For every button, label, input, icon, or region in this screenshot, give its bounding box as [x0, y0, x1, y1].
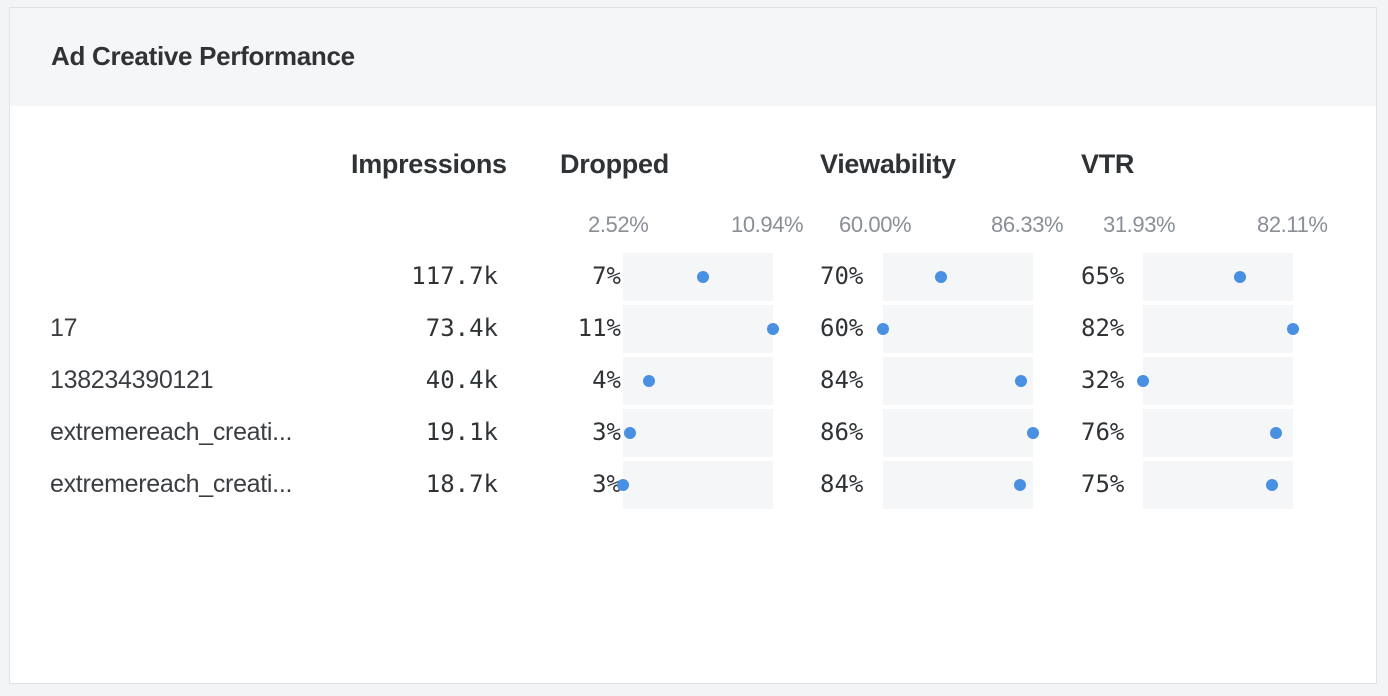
viewability-value: 84% — [820, 366, 864, 394]
viewability-dot[interactable] — [935, 271, 948, 283]
viewability-range-track — [883, 253, 1033, 301]
vtr-value: 75% — [1081, 470, 1125, 498]
column-header-impressions[interactable]: Impressions — [351, 149, 507, 179]
vtr-dot[interactable] — [1266, 479, 1279, 491]
dropped-dot[interactable] — [696, 271, 709, 283]
viewability-value: 84% — [820, 470, 864, 498]
vtr-value: 65% — [1081, 262, 1125, 290]
dropped-range-track — [623, 357, 773, 405]
viewability-range-track — [877, 305, 1033, 353]
row-label[interactable]: 17 — [50, 314, 78, 342]
column-header-dropped[interactable]: Dropped — [560, 149, 669, 179]
vtr-dot[interactable] — [1287, 323, 1299, 335]
vtr-range-track — [1143, 461, 1293, 509]
vtr-range-min: 31.93% — [1103, 212, 1176, 237]
viewability-range-track — [883, 461, 1033, 509]
dropped-value: 11% — [577, 314, 621, 342]
dropped-dot[interactable] — [617, 479, 629, 491]
dropped-value: 3% — [592, 418, 621, 446]
vtr-range-track — [1137, 357, 1293, 405]
viewability-value: 86% — [820, 418, 864, 446]
vtr-dot[interactable] — [1137, 375, 1149, 387]
panel-title: Ad Creative Performance — [51, 41, 355, 71]
vtr-range-max: 82.11% — [1257, 212, 1328, 237]
row-label[interactable]: 138234390121 — [50, 366, 214, 394]
dropped-range-track — [623, 409, 773, 457]
viewability-range-max: 86.33% — [991, 212, 1064, 237]
row-label[interactable]: extremereach_creati... — [50, 418, 293, 446]
viewability-dot[interactable] — [1027, 427, 1039, 439]
vtr-range-track — [1143, 409, 1293, 457]
dropped-range-max: 10.94% — [731, 212, 804, 237]
vtr-range-track — [1143, 253, 1293, 301]
row-label[interactable]: extremereach_creati... — [50, 470, 293, 498]
dropped-value: 7% — [592, 262, 621, 290]
vtr-value: 32% — [1081, 366, 1125, 394]
column-header-viewability[interactable]: Viewability — [820, 149, 956, 179]
dropped-range-track — [623, 305, 779, 353]
ad-creative-performance-panel: Ad Creative Performance Impressions Drop… — [9, 7, 1377, 684]
viewability-dot[interactable] — [877, 323, 889, 335]
vtr-value: 82% — [1081, 314, 1125, 342]
dropped-range-min: 2.52% — [588, 212, 649, 237]
impressions-value: 40.4k — [425, 366, 498, 394]
impressions-value: 19.1k — [425, 418, 498, 446]
impressions-value: 117.7k — [411, 262, 498, 290]
dropped-range-track — [623, 253, 773, 301]
viewability-value: 70% — [820, 262, 864, 290]
viewability-dot[interactable] — [1014, 479, 1027, 491]
viewability-value: 60% — [820, 314, 864, 342]
dropped-dot[interactable] — [643, 375, 656, 387]
dropped-dot[interactable] — [767, 323, 779, 335]
vtr-dot[interactable] — [1234, 271, 1247, 283]
viewability-range-track — [883, 409, 1039, 457]
dropped-value: 4% — [592, 366, 621, 394]
viewability-range-track — [883, 357, 1033, 405]
impressions-value: 18.7k — [425, 470, 498, 498]
column-header-vtr[interactable]: VTR — [1081, 149, 1135, 179]
dropped-value: 3% — [592, 470, 621, 498]
dropped-range-track — [617, 461, 773, 509]
viewability-range-min: 60.00% — [839, 212, 912, 237]
dropped-dot[interactable] — [623, 427, 636, 439]
vtr-dot[interactable] — [1269, 427, 1282, 439]
vtr-value: 76% — [1081, 418, 1125, 446]
viewability-dot[interactable] — [1015, 375, 1028, 387]
panel-header: Ad Creative Performance — [10, 8, 1376, 106]
impressions-value: 73.4k — [425, 314, 498, 342]
vtr-range-track — [1143, 305, 1299, 353]
